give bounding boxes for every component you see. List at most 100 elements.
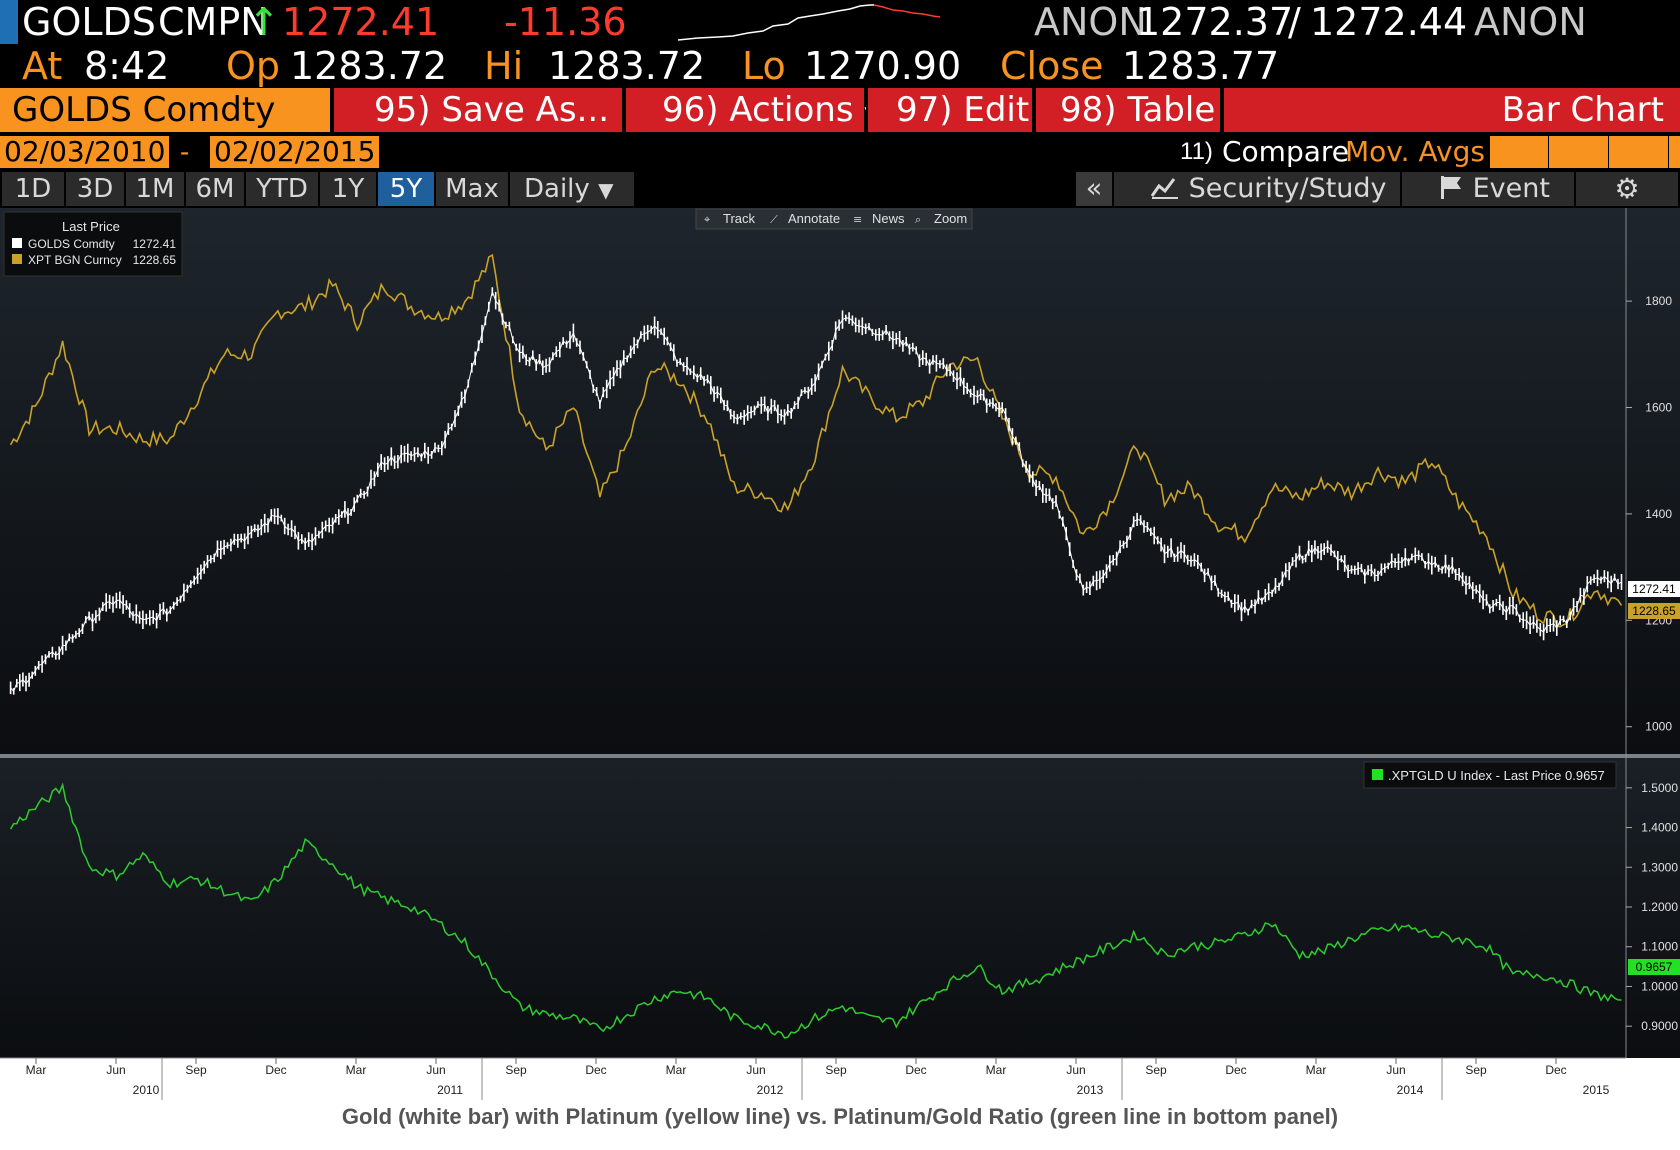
ask-source: ANON [1474, 0, 1587, 44]
range-tabs-bar: 1D 3D 1M 6M YTD 1Y 5Y Max Daily ▼ « Secu… [0, 170, 1680, 208]
x-tick-label: Sep [1145, 1063, 1167, 1077]
x-tick-label: Sep [505, 1063, 527, 1077]
exchange: CMPN [158, 0, 269, 44]
x-year-label: 2015 [1583, 1083, 1610, 1097]
zoom-icon: ⌕ [915, 213, 921, 226]
bid-ask-separator: / [1288, 0, 1301, 44]
x-tick-label: Mar [26, 1063, 47, 1077]
x-tick-label: Jun [426, 1063, 445, 1077]
annotate-tool[interactable]: ⟋ Annotate [770, 211, 840, 226]
y-tick-label: 1800 [1645, 294, 1672, 308]
track-label: Track [723, 211, 756, 226]
tab-6m[interactable]: 6M [186, 172, 244, 206]
y-tick-label: 1.2000 [1641, 900, 1678, 914]
bottom-y-axis: 0.9000 1.0000 1.1000 1.2000 1.3000 1.4000 1.50… [1626, 781, 1678, 1033]
at-label: At [22, 44, 63, 88]
news-tool[interactable]: ≡ News [853, 211, 905, 226]
tab-3d[interactable]: 3D [66, 172, 124, 206]
x-year-label: 2012 [757, 1083, 784, 1097]
news-icon: ≡ [853, 213, 862, 226]
date-range-bar: 02/03/2010 - 02/02/2015 11) Compare Mov.… [0, 132, 1680, 170]
x-year-label: 2014 [1397, 1083, 1424, 1097]
security-study-label: Security/Study [1188, 173, 1387, 204]
start-date-input[interactable]: 02/03/2010 [0, 136, 170, 168]
x-tick-label: Dec [585, 1063, 606, 1077]
bid-price: 1272.37 [1136, 0, 1294, 44]
table-button[interactable]: 98) Table [1034, 88, 1220, 132]
tab-1d[interactable]: 1D [2, 172, 64, 206]
edit-label: 97) Edit [896, 90, 1030, 130]
x-tick-label: Mar [1306, 1063, 1327, 1077]
gold-line [10, 289, 1622, 693]
save-as-button[interactable]: 95) Save As... [332, 88, 622, 132]
high-price: 1283.72 [548, 44, 706, 88]
platinum-line [9, 253, 1623, 628]
x-tick-label: Dec [1545, 1063, 1566, 1077]
security-study-button[interactable]: Security/Study [1114, 172, 1400, 206]
settings-button[interactable]: ⚙ [1576, 172, 1678, 206]
tab-max[interactable]: Max [436, 172, 508, 206]
end-date-input[interactable]: 02/02/2015 [210, 136, 380, 168]
track-tool[interactable]: ⌖ Track [704, 211, 756, 226]
event-button[interactable]: Event [1402, 172, 1574, 206]
selection-marker [0, 0, 18, 44]
edit-button[interactable]: 97) Edit ▾ [866, 88, 1049, 132]
plat-tag-value: 1228.65 [1632, 604, 1676, 618]
legend-plat-value: 1228.65 [133, 253, 177, 267]
chart-type-label: Bar Chart [1222, 88, 1680, 132]
ratio-legend[interactable]: .XPTGLD U Index - Last Price 0.9657 [1363, 761, 1617, 789]
security-field[interactable]: GOLDS Comdty [0, 88, 330, 132]
x-year-label: 2010 [133, 1083, 160, 1097]
compare-number: 11) [1180, 138, 1213, 165]
last-price: 1272.41 [282, 0, 440, 44]
platinum-price-tag: 1228.65 [1628, 603, 1680, 619]
zoom-tool[interactable]: ⌕ Zoom [915, 211, 967, 226]
zoom-label: Zoom [934, 211, 967, 226]
close-label: Close [1000, 44, 1104, 88]
dropdown-arrow-icon: ▼ [598, 178, 614, 202]
event-label: Event [1472, 173, 1550, 204]
quote-header: GOLDS CMPN ↑ 1272.41 -11.36 ANON 1272.37… [0, 0, 1680, 88]
x-tick-label: Jun [106, 1063, 125, 1077]
ticker[interactable]: GOLDS [22, 0, 156, 44]
legend-gold-name: GOLDS Comdty [28, 237, 115, 251]
x-tick-label: Jun [1386, 1063, 1405, 1077]
x-tick-label: Jun [746, 1063, 765, 1077]
ratio-swatch [1372, 769, 1383, 780]
collapse-button[interactable]: « [1076, 172, 1112, 206]
tab-ytd[interactable]: YTD [246, 172, 318, 206]
tab-1y[interactable]: 1Y [320, 172, 376, 206]
compare-button[interactable]: Compare [1222, 135, 1350, 168]
frequency-dropdown[interactable]: Daily ▼ [510, 172, 634, 206]
tab-5y[interactable]: 5Y [378, 172, 434, 206]
top-panel [0, 208, 1680, 754]
bottom-panel [0, 758, 1680, 1058]
price-legend[interactable]: Last Price GOLDS Comdty 1272.41 XPT BGN … [3, 211, 183, 277]
up-arrow-icon: ↑ [248, 0, 280, 44]
x-tick-label: Sep [185, 1063, 207, 1077]
x-axis-area [0, 1058, 1680, 1100]
gold-price-tag: 1272.41 [1628, 581, 1680, 597]
y-tick-label: 1.1000 [1641, 940, 1678, 954]
x-tick-label: Dec [905, 1063, 926, 1077]
date-separator: - [180, 136, 190, 167]
series-layer [9, 253, 1623, 1039]
gold-swatch [12, 238, 22, 248]
net-change: -11.36 [504, 0, 627, 44]
open-price: 1283.72 [290, 44, 448, 88]
close-price: 1283.77 [1122, 44, 1280, 88]
ratio-line [9, 782, 1622, 1039]
y-tick-label: 1000 [1645, 720, 1672, 734]
mov-avgs-field[interactable] [1490, 136, 1680, 168]
x-tick-label: Mar [666, 1063, 687, 1077]
x-tick-label: Mar [346, 1063, 367, 1077]
mov-avgs-button[interactable]: Mov. Avgs [1345, 135, 1485, 168]
actions-button[interactable]: 96) Actions ▾ [624, 88, 873, 132]
actions-label: 96) Actions [662, 90, 854, 130]
tab-1m[interactable]: 1M [126, 172, 184, 206]
panel-divider[interactable] [0, 754, 1680, 758]
ratio-tag-value: 0.9657 [1636, 960, 1673, 974]
x-tick-label: Sep [825, 1063, 847, 1077]
y-tick-label: 1600 [1645, 401, 1672, 415]
